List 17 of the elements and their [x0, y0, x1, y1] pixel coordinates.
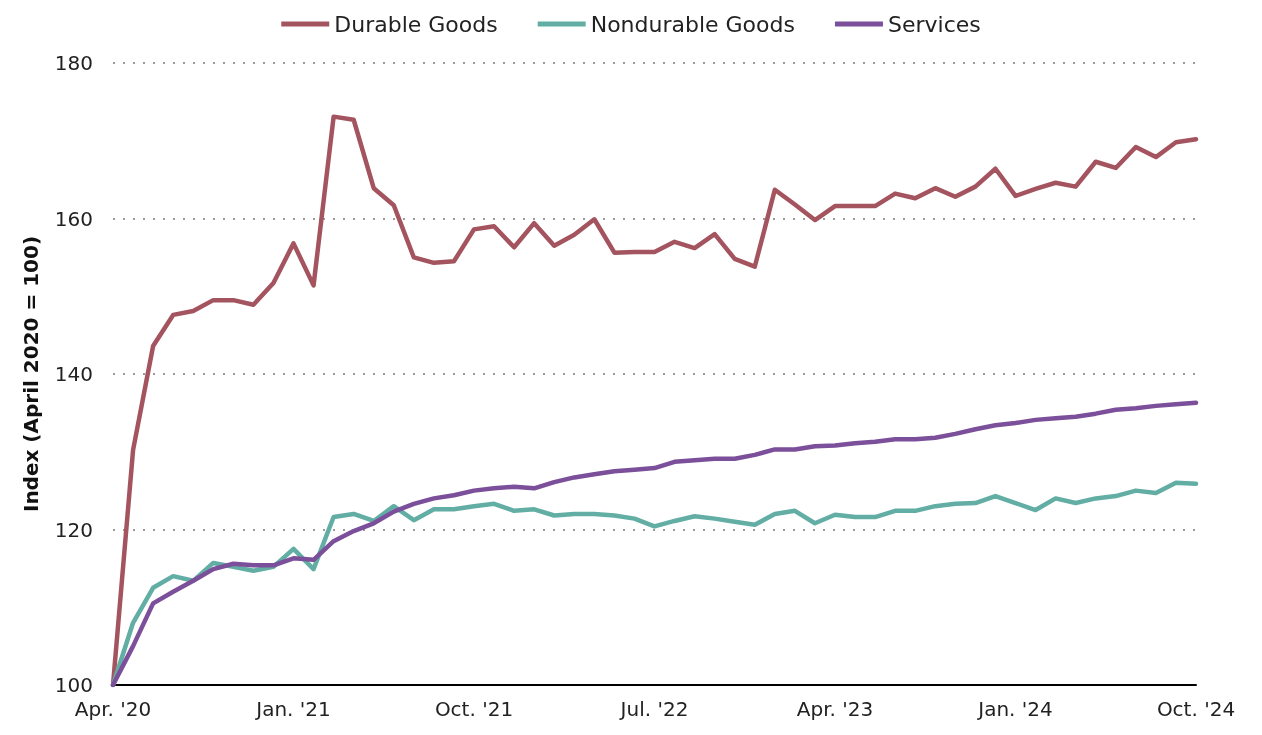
x-tick-label: Apr. '23: [796, 697, 874, 721]
y-axis-title: Index (April 2020 = 100): [19, 235, 43, 513]
y-tick-label: 160: [54, 206, 93, 231]
x-tick-label: Jul. '22: [618, 697, 689, 721]
legend-label: Durable Goods: [334, 11, 498, 37]
legend-label: Nondurable Goods: [590, 11, 795, 37]
y-tick-label: 100: [54, 673, 93, 697]
y-tick-label: 120: [54, 517, 93, 542]
x-tick-label: Apr. '20: [74, 697, 152, 721]
legend-label: Services: [887, 11, 981, 37]
x-tick-label: Jan. '21: [254, 697, 331, 721]
y-tick-label: 140: [54, 362, 93, 386]
x-tick-label: Jan. '24: [976, 697, 1053, 721]
y-tick-label: 180: [54, 51, 93, 75]
line-series: [110, 400, 1199, 688]
x-tick-label: Oct. '24: [1156, 697, 1236, 721]
x-tick-label: Oct. '21: [434, 697, 514, 721]
